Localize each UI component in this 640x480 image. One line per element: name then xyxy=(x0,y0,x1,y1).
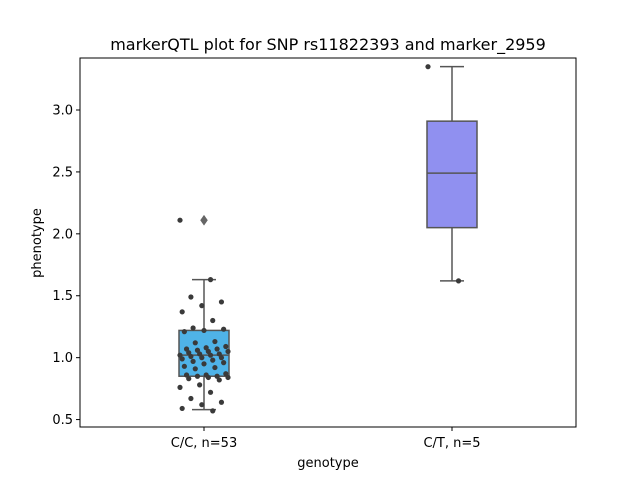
data-point xyxy=(210,317,216,324)
data-point xyxy=(223,343,229,350)
data-point xyxy=(221,326,227,332)
data-point xyxy=(218,299,225,305)
data-point xyxy=(177,217,183,223)
data-point xyxy=(177,384,183,390)
data-point xyxy=(201,327,207,334)
data-point xyxy=(218,355,225,361)
x-tick-label: C/T, n=5 xyxy=(423,436,480,451)
axes-frame xyxy=(79,57,577,428)
chart-title: markerQTL plot for SNP rs11822393 and ma… xyxy=(110,35,546,55)
y-tick-label: 1.5 xyxy=(52,289,73,304)
box-iqr xyxy=(426,120,478,229)
data-point xyxy=(188,294,194,300)
data-point xyxy=(179,309,185,315)
data-point xyxy=(218,399,225,405)
data-point xyxy=(207,277,214,283)
data-point xyxy=(201,361,207,367)
data-point xyxy=(207,389,214,395)
data-point xyxy=(190,358,196,364)
data-point xyxy=(181,363,187,369)
data-point xyxy=(199,402,205,408)
outlier-marker xyxy=(200,214,208,226)
x-axis-label: genotype xyxy=(297,456,358,471)
data-point xyxy=(225,374,231,381)
y-axis-label: phenotype xyxy=(30,208,45,278)
data-point xyxy=(212,338,218,345)
data-point xyxy=(214,346,220,352)
data-point xyxy=(207,352,214,358)
data-point xyxy=(199,303,205,309)
data-point xyxy=(194,373,201,379)
data-point xyxy=(188,353,194,360)
data-point xyxy=(179,405,185,412)
y-tick-label: 2.5 xyxy=(52,165,73,180)
y-tick-label: 2.0 xyxy=(52,227,73,242)
data-point xyxy=(216,377,222,383)
y-tick-label: 3.0 xyxy=(52,104,73,119)
data-point xyxy=(210,357,216,363)
y-tick-label: 0.5 xyxy=(52,413,73,428)
data-point xyxy=(199,355,205,361)
x-tick-label: C/C, n=53 xyxy=(171,436,237,451)
data-point xyxy=(181,329,187,335)
data-point xyxy=(179,356,185,362)
plot-area: 0.5 1.0 1.5 2.0 2.5 3.0 C/C, n=53 C/T, n=5 xyxy=(52,64,481,451)
data-point xyxy=(221,360,227,366)
data-point xyxy=(210,408,216,414)
data-point xyxy=(192,340,198,346)
data-point xyxy=(186,376,192,382)
data-point xyxy=(225,348,231,355)
y-tick-label: 1.0 xyxy=(52,351,73,366)
data-point xyxy=(188,395,194,402)
data-point xyxy=(190,325,196,331)
data-point xyxy=(425,64,431,70)
data-point xyxy=(197,382,203,388)
data-point xyxy=(455,278,462,284)
data-point xyxy=(212,364,218,371)
data-point xyxy=(192,366,198,372)
data-point xyxy=(205,374,211,381)
